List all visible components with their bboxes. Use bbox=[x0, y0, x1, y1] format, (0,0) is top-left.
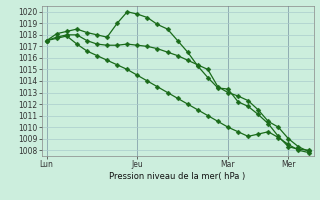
X-axis label: Pression niveau de la mer( hPa ): Pression niveau de la mer( hPa ) bbox=[109, 172, 246, 181]
